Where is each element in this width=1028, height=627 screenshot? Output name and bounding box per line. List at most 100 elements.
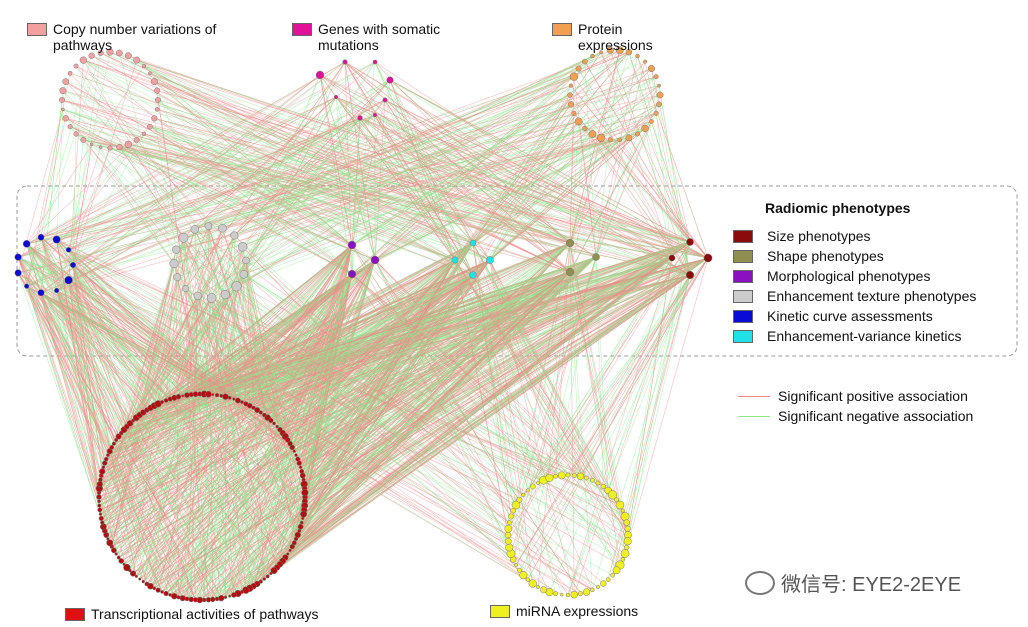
association-edge (472, 242, 520, 500)
texture-node (190, 225, 200, 234)
mirna-node (571, 472, 577, 478)
association-edge (573, 113, 709, 259)
association-edge (128, 144, 237, 287)
mirna-node (557, 471, 566, 480)
edges (17, 49, 709, 601)
kinetic-node (14, 269, 22, 277)
association-edge (100, 52, 571, 273)
association-edge (569, 85, 660, 244)
tr-node (205, 390, 212, 398)
association-edge (549, 274, 691, 593)
protein-node (657, 83, 661, 88)
association-edge (75, 133, 223, 229)
tr-node (171, 593, 178, 600)
association-edge (183, 237, 520, 571)
association-edge (569, 271, 613, 495)
protein-node (569, 72, 579, 81)
association-edge (510, 241, 691, 517)
association-edge (595, 113, 657, 258)
association-edge (489, 128, 646, 261)
association-edge (279, 242, 571, 430)
tr-node (97, 503, 102, 508)
association-edge (26, 76, 657, 245)
association-edge (178, 257, 673, 398)
association-edge (26, 79, 391, 287)
mirna-node (620, 557, 626, 562)
association-edge (68, 280, 159, 591)
tr-node (289, 444, 295, 451)
cnv-node (61, 107, 65, 112)
association-edge (319, 74, 709, 259)
protein-node (582, 125, 588, 132)
association-edge (335, 96, 571, 273)
tr-node (175, 394, 182, 400)
association-edge (359, 117, 571, 273)
mirna-node (610, 572, 615, 578)
tr-node (222, 393, 229, 400)
tr-node (232, 397, 236, 401)
association-edge (83, 59, 237, 287)
protein-node (647, 65, 655, 73)
association-edge (578, 68, 673, 259)
association-edge (319, 74, 456, 261)
association-edge (68, 68, 579, 281)
morph-node (347, 240, 357, 250)
legend-item: Enhancement texture phenotypes (733, 286, 976, 306)
sz-node (668, 254, 676, 262)
association-edge (177, 128, 585, 278)
cyan-node (486, 256, 494, 264)
somatic-node (357, 115, 363, 121)
protein-node (641, 124, 649, 133)
association-edge (173, 263, 254, 587)
texture-node (220, 290, 230, 300)
association-edge (113, 256, 597, 551)
association-edge (185, 288, 514, 560)
association-edge (56, 147, 111, 291)
association-edge (537, 274, 691, 588)
mirna-node (565, 472, 571, 478)
association-edge (185, 288, 239, 401)
mirna-node (525, 577, 531, 582)
mirna-node (614, 497, 620, 503)
association-edge (304, 259, 456, 489)
association-edge (489, 113, 575, 261)
mirna-node (590, 587, 595, 593)
association-edge (99, 260, 247, 511)
association-edge (17, 256, 163, 593)
association-edge (454, 259, 534, 584)
association-edge (157, 99, 186, 289)
protein-node (567, 92, 573, 98)
association-edge (18, 85, 572, 258)
association-edge (472, 137, 630, 276)
tr-node (268, 417, 274, 423)
cnv-node (62, 115, 69, 122)
cnv-node (141, 63, 147, 69)
association-edge (584, 61, 597, 258)
association-edge (56, 139, 137, 240)
texture-node (239, 270, 249, 279)
mirna-node (590, 477, 595, 483)
association-edge (118, 241, 691, 437)
association-edge (245, 273, 353, 591)
association-edge (472, 52, 602, 244)
mirna-swatch (490, 605, 510, 618)
somatic-node (333, 94, 339, 100)
association-edge (169, 244, 353, 400)
legend-item: Shape phenotypes (733, 246, 976, 266)
association-edge (100, 52, 491, 261)
association-edge (374, 61, 673, 259)
association-edge (303, 271, 571, 515)
association-edge (351, 273, 550, 479)
mirna-node (565, 592, 571, 598)
association-edge (644, 128, 691, 243)
association-edge (489, 61, 646, 261)
protein-node (588, 130, 597, 138)
association-edge (569, 121, 579, 273)
tr-node (106, 537, 110, 541)
association-edge (100, 246, 243, 476)
association-edge (351, 114, 376, 246)
association-edge (176, 55, 593, 250)
kinetic-node (14, 253, 22, 261)
association-edge (56, 94, 661, 291)
label-cnv: Copy number variations of pathways (27, 21, 257, 53)
